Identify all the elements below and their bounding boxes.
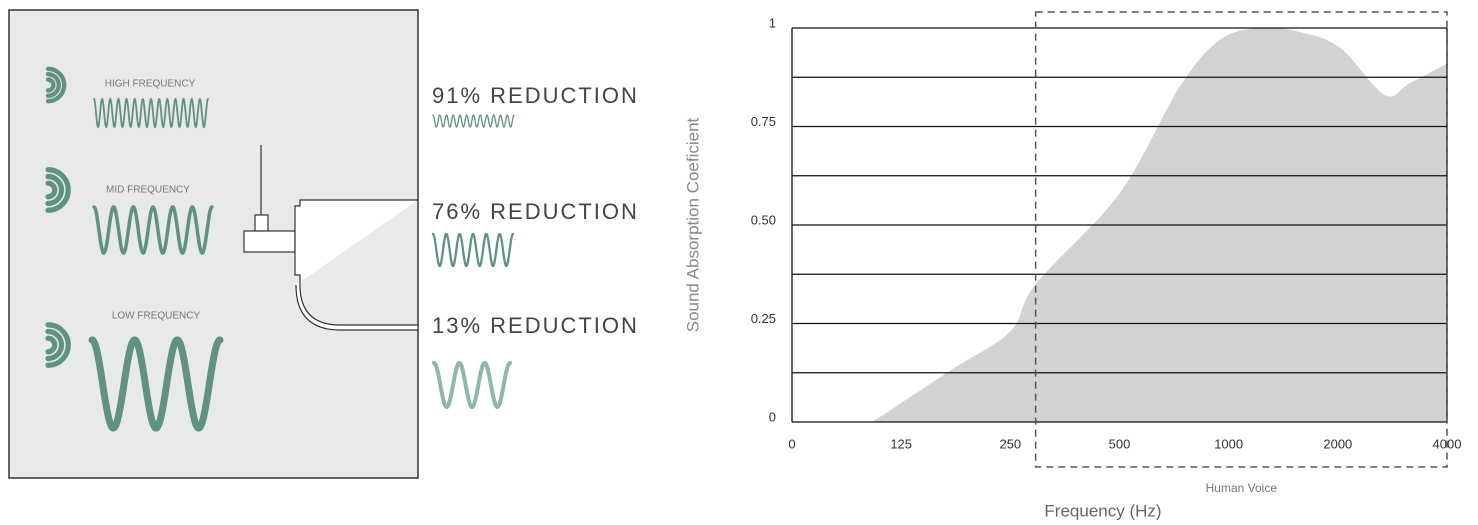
x-tick-label: 0: [788, 436, 795, 451]
wave: [431, 232, 515, 268]
input-label: MID FREQUENCY: [106, 185, 190, 196]
y-tick-label: 0.50: [751, 212, 776, 227]
sound-icon: [45, 335, 58, 355]
input-label: LOW FREQUENCY: [112, 311, 201, 322]
output-label: 13% REDUCTION: [432, 313, 639, 338]
x-axis-label: Frequency (Hz): [1044, 501, 1161, 520]
sound-icon: [45, 180, 58, 200]
sound-icon: [45, 66, 67, 104]
output-label: 91% REDUCTION: [432, 83, 639, 108]
x-tick-label: 125: [890, 436, 912, 451]
y-tick-label: 0.25: [751, 311, 776, 326]
sound-icon: [45, 77, 56, 93]
x-tick-label: 2000: [1323, 436, 1352, 451]
sound-icon: [45, 322, 71, 368]
wave: [432, 361, 512, 409]
y-tick-label: 1: [769, 15, 776, 30]
device: [243, 145, 419, 331]
y-tick-label: 0.75: [751, 114, 776, 129]
x-tick-label: 500: [1109, 436, 1131, 451]
wave: [88, 336, 224, 432]
y-tick-label: 0: [769, 409, 776, 424]
annotation-label: Human Voice: [1206, 481, 1278, 495]
input-label: HIGH FREQUENCY: [105, 79, 196, 90]
sound-icon: [45, 72, 61, 98]
wave: [93, 97, 209, 129]
annotation-box: [1034, 11, 1448, 468]
x-tick-label: 1000: [1214, 436, 1243, 451]
sound-icon: [45, 167, 71, 213]
sound-icon: [45, 328, 65, 362]
wave: [432, 114, 515, 128]
y-axis-label: Sound Absorption Coeficient: [683, 117, 702, 332]
x-tick-label: 250: [999, 436, 1021, 451]
diagram-panel: [8, 9, 419, 479]
output-label: 76% REDUCTION: [432, 199, 639, 224]
wave: [92, 205, 214, 255]
sound-icon: [45, 173, 65, 207]
